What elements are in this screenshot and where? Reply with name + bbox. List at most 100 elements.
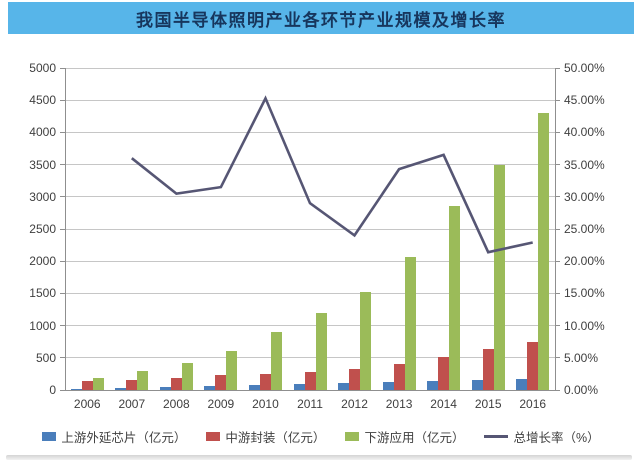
bar-上游外延芯片（亿元） <box>70 388 82 390</box>
left-axis-tick <box>60 228 65 230</box>
legend-label: 中游封装（亿元） <box>225 431 326 445</box>
right-axis-tick-label: 35.00% <box>564 157 605 172</box>
left-axis-tick <box>60 292 65 294</box>
bar-上游外延芯片（亿元） <box>338 383 350 390</box>
left-axis-tick <box>60 196 65 198</box>
right-axis-tick <box>555 325 560 327</box>
legend-item: 上游外延芯片（亿元） <box>42 427 186 446</box>
right-axis-tick-label: 20.00% <box>564 254 605 269</box>
bar-下游应用（亿元） <box>449 206 461 390</box>
right-axis-tick <box>555 164 560 166</box>
left-axis-tick-label: 4000 <box>29 125 56 140</box>
left-axis-tick <box>60 99 65 101</box>
legend-bar-swatch <box>206 432 221 441</box>
right-axis-tick-label: 50.00% <box>564 61 605 75</box>
left-axis-tick-label: 2000 <box>29 254 56 269</box>
bar-上游外延芯片（亿元） <box>293 384 305 390</box>
right-axis-tick <box>555 99 560 101</box>
legend-bar-swatch <box>345 432 360 441</box>
gridline <box>65 292 555 294</box>
left-axis-tick-label: 3500 <box>29 157 56 172</box>
right-axis-tick-label: 10.00% <box>564 318 605 333</box>
x-axis-tick-label: 2008 <box>162 397 190 411</box>
bar-中游封装（亿元） <box>482 349 494 390</box>
left-axis-tick-label: 0 <box>49 383 56 397</box>
legend-item: 下游应用（亿元） <box>345 427 464 446</box>
bar-下游应用（亿元） <box>137 370 149 390</box>
left-axis-tick <box>60 67 65 69</box>
bar-中游封装（亿元） <box>349 369 361 390</box>
left-axis-tick <box>60 260 65 262</box>
left-axis-tick <box>60 131 65 133</box>
right-axis-tick <box>555 357 560 359</box>
bar-下游应用（亿元） <box>181 362 193 390</box>
legend-bar-swatch <box>42 432 57 441</box>
bar-中游封装（亿元） <box>438 356 450 390</box>
bar-中游封装（亿元） <box>126 379 138 390</box>
left-axis-tick-label: 3000 <box>29 189 56 204</box>
bar-下游应用（亿元） <box>226 351 238 390</box>
right-axis-tick <box>555 228 560 230</box>
bar-上游外延芯片（亿元） <box>159 387 171 390</box>
bar-上游外延芯片（亿元） <box>204 386 216 390</box>
bar-下游应用（亿元） <box>92 377 104 390</box>
x-axis-line <box>65 390 556 391</box>
left-axis-tick <box>60 357 65 359</box>
right-axis-tick-label: 15.00% <box>564 286 605 301</box>
bar-中游封装（亿元） <box>304 371 316 390</box>
bar-上游外延芯片（亿元） <box>248 385 260 390</box>
x-axis-tick-label: 2010 <box>252 397 279 411</box>
x-axis-tick-label: 2012 <box>341 397 368 411</box>
left-axis-tick-label: 1000 <box>29 318 56 333</box>
legend: 上游外延芯片（亿元） 中游封装（亿元） 下游应用（亿元） 总增长率（%） <box>0 427 642 446</box>
right-axis-tick-label: 45.00% <box>564 93 605 108</box>
right-axis-tick <box>555 292 560 294</box>
left-axis-tick <box>60 164 65 166</box>
bar-中游封装（亿元） <box>170 378 182 390</box>
right-axis-tick-label: 25.00% <box>564 222 605 236</box>
left-axis-tick <box>60 325 65 327</box>
right-axis-tick-label: 0.00% <box>564 383 599 397</box>
legend-label: 总增长率（%） <box>513 431 600 445</box>
gridline <box>65 357 555 359</box>
bar-上游外延芯片（亿元） <box>382 381 394 390</box>
bar-下游应用（亿元） <box>404 256 416 390</box>
gridline <box>65 228 555 230</box>
growth-rate-polyline <box>130 95 533 254</box>
bar-中游封装（亿元） <box>215 375 227 390</box>
bar-中游封装（亿元） <box>393 364 405 390</box>
left-axis-tick-label: 500 <box>35 350 56 365</box>
y-axis-line-right <box>555 68 556 390</box>
bottom-shadow-divider <box>6 455 632 460</box>
bar-中游封装（亿元） <box>527 341 539 390</box>
gridline <box>65 164 555 166</box>
y-axis-line-left <box>65 68 66 390</box>
legend-item: 总增长率（%） <box>484 427 600 446</box>
bar-下游应用（亿元） <box>360 292 372 390</box>
bar-中游封装（亿元） <box>259 373 271 390</box>
left-axis-tick-label: 4500 <box>29 93 56 108</box>
growth-rate-line <box>130 95 533 254</box>
chart-title: 我国半导体照明产业各环节产业规模及增长率 <box>136 10 506 30</box>
x-axis-tick-label: 2014 <box>430 397 457 411</box>
x-axis-tick-label: 2011 <box>297 397 323 411</box>
bar-上游外延芯片（亿元） <box>427 381 439 390</box>
bar-下游应用（亿元） <box>270 332 282 390</box>
right-axis-tick <box>555 196 560 198</box>
chart-title-banner: 我国半导体照明产业各环节产业规模及增长率 <box>8 2 634 34</box>
right-axis-tick <box>555 131 560 133</box>
gridline <box>65 325 555 327</box>
left-axis-tick-label: 2500 <box>29 222 56 236</box>
legend-label: 上游外延芯片（亿元） <box>61 431 187 445</box>
right-axis-tick <box>555 67 560 69</box>
bar-中游封装（亿元） <box>81 381 93 390</box>
bar-下游应用（亿元） <box>493 164 505 390</box>
gridline <box>65 196 555 198</box>
x-axis-tick-label: 2016 <box>519 397 547 411</box>
x-axis-tick-label: 2015 <box>474 397 502 411</box>
bar-上游外延芯片（亿元） <box>471 380 483 390</box>
x-axis-tick-label: 2006 <box>73 397 101 411</box>
right-axis-tick-label: 40.00% <box>564 125 605 140</box>
bar-上游外延芯片（亿元） <box>115 388 127 390</box>
left-axis-tick-label: 5000 <box>29 61 56 75</box>
